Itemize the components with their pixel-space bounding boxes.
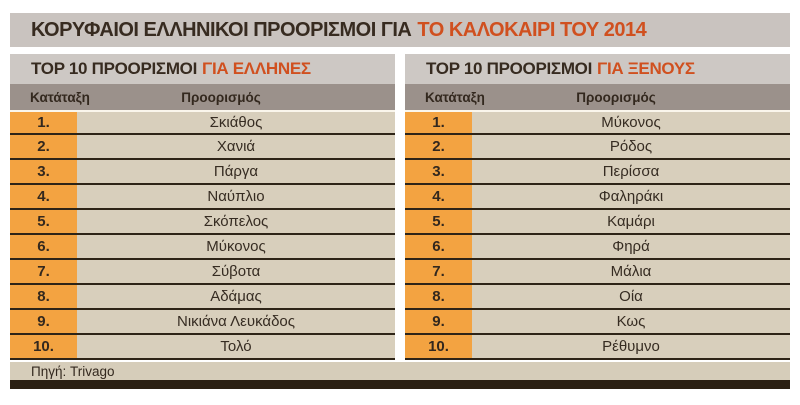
table-row: 6. Μύκονος xyxy=(10,235,395,260)
rank-cell: 5. xyxy=(10,210,77,233)
rank-cell: 2. xyxy=(10,135,77,158)
rank-cell: 4. xyxy=(10,185,77,208)
destination-cell: Μάλια xyxy=(472,260,790,283)
destination-cell: Νικιάνα Λευκάδος xyxy=(77,310,395,333)
main-title: ΚΟΡΥΦΑΙΟΙ ΕΛΛΗΝΙΚΟΙ ΠΡΟΟΡΙΣΜΟΙ ΓΙΑ xyxy=(31,18,412,41)
destination-cell: Ρόδος xyxy=(472,135,790,158)
rank-cell: 4. xyxy=(405,185,472,208)
destination-cell: Αδάμας xyxy=(77,285,395,308)
table-row: 5. Καμάρι xyxy=(405,210,790,235)
table-heading-greeks: TOP 10 ΠΡΟΟΡΙΣΜΟΙ ΓΙΑ ΕΛΛΗΝΕΣ xyxy=(10,54,395,84)
destination-column-header: Προορισμός xyxy=(181,89,261,105)
column-header-row: Κατάταξη Προορισμός xyxy=(10,84,395,110)
table-row: 6. Φηρά xyxy=(405,235,790,260)
table-body: 1. Σκιάθος 2. Χανιά 3. Πάργα 4. Ναύπλιο … xyxy=(10,110,395,360)
rank-cell: 8. xyxy=(10,285,77,308)
destination-cell: Χανιά xyxy=(77,135,395,158)
table-row: 10. Τολό xyxy=(10,335,395,360)
rank-cell: 10. xyxy=(405,335,472,358)
table-row: 4. Ναύπλιο xyxy=(10,185,395,210)
rank-cell: 1. xyxy=(405,112,472,133)
table-body: 1. Μύκονος 2. Ρόδος 3. Περίσσα 4. Φαληρά… xyxy=(405,110,790,360)
destination-cell: Πάργα xyxy=(77,160,395,183)
table-row: 1. Μύκονος xyxy=(405,110,790,135)
table-row: 1. Σκιάθος xyxy=(10,110,395,135)
table-heading-accent: ΓΙΑ ΕΛΛΗΝΕΣ xyxy=(202,59,311,78)
destination-cell: Τολό xyxy=(77,335,395,358)
table-heading-foreigners: TOP 10 ΠΡΟΟΡΙΣΜΟΙ ΓΙΑ ΞΕΝΟΥΣ xyxy=(405,54,790,84)
rank-cell: 1. xyxy=(10,112,77,133)
tables-container: TOP 10 ΠΡΟΟΡΙΣΜΟΙ ΓΙΑ ΕΛΛΗΝΕΣ Κατάταξη Π… xyxy=(10,54,790,360)
table-destinations-for-foreigners: TOP 10 ΠΡΟΟΡΙΣΜΟΙ ΓΙΑ ΞΕΝΟΥΣ Κατάταξη Πρ… xyxy=(405,54,790,360)
table-row: 5. Σκόπελος xyxy=(10,210,395,235)
rank-column-header: Κατάταξη xyxy=(425,89,485,105)
destination-cell: Σύβοτα xyxy=(77,260,395,283)
table-row: 3. Περίσσα xyxy=(405,160,790,185)
rank-cell: 2. xyxy=(405,135,472,158)
table-heading-main: TOP 10 ΠΡΟΟΡΙΣΜΟΙ xyxy=(31,59,198,78)
destination-cell: Μύκονος xyxy=(472,112,790,133)
table-row: 3. Πάργα xyxy=(10,160,395,185)
rank-cell: 9. xyxy=(405,310,472,333)
bottom-bar xyxy=(10,380,790,389)
table-row: 8. Οία xyxy=(405,285,790,310)
destination-cell: Φαληράκι xyxy=(472,185,790,208)
table-row: 8. Αδάμας xyxy=(10,285,395,310)
rank-cell: 5. xyxy=(405,210,472,233)
table-row: 7. Σύβοτα xyxy=(10,260,395,285)
infographic: ΚΟΡΥΦΑΙΟΙ ΕΛΛΗΝΙΚΟΙ ΠΡΟΟΡΙΣΜΟΙ ΓΙΑ ΤΟ ΚΑ… xyxy=(10,13,790,389)
table-row: 2. Ρόδος xyxy=(405,135,790,160)
main-title-accent: ΤΟ ΚΑΛΟΚΑΙΡΙ ΤΟΥ 2014 xyxy=(417,18,647,41)
destination-cell: Καμάρι xyxy=(472,210,790,233)
destination-cell: Σκόπελος xyxy=(77,210,395,233)
destination-cell: Κως xyxy=(472,310,790,333)
destination-cell: Περίσσα xyxy=(472,160,790,183)
rank-column-header: Κατάταξη xyxy=(30,89,90,105)
destination-cell: Ναύπλιο xyxy=(77,185,395,208)
column-header-row: Κατάταξη Προορισμός xyxy=(405,84,790,110)
table-row: 9. Κως xyxy=(405,310,790,335)
rank-cell: 3. xyxy=(10,160,77,183)
rank-cell: 9. xyxy=(10,310,77,333)
rank-cell: 3. xyxy=(405,160,472,183)
destination-cell: Μύκονος xyxy=(77,235,395,258)
source-strip: Πηγή: Trivago xyxy=(10,362,790,380)
table-destinations-for-greeks: TOP 10 ΠΡΟΟΡΙΣΜΟΙ ΓΙΑ ΕΛΛΗΝΕΣ Κατάταξη Π… xyxy=(10,54,395,360)
destination-cell: Ρέθυμνο xyxy=(472,335,790,358)
destination-column-header: Προορισμός xyxy=(576,89,656,105)
table-row: 2. Χανιά xyxy=(10,135,395,160)
destination-cell: Οία xyxy=(472,285,790,308)
rank-cell: 6. xyxy=(405,235,472,258)
destination-cell: Φηρά xyxy=(472,235,790,258)
rank-cell: 7. xyxy=(405,260,472,283)
rank-cell: 7. xyxy=(10,260,77,283)
table-heading-main: TOP 10 ΠΡΟΟΡΙΣΜΟΙ xyxy=(426,59,593,78)
destination-cell: Σκιάθος xyxy=(77,112,395,133)
main-title-bar: ΚΟΡΥΦΑΙΟΙ ΕΛΛΗΝΙΚΟΙ ΠΡΟΟΡΙΣΜΟΙ ΓΙΑ ΤΟ ΚΑ… xyxy=(10,13,790,47)
rank-cell: 6. xyxy=(10,235,77,258)
table-row: 10. Ρέθυμνο xyxy=(405,335,790,360)
table-row: 9. Νικιάνα Λευκάδος xyxy=(10,310,395,335)
rank-cell: 10. xyxy=(10,335,77,358)
table-row: 4. Φαληράκι xyxy=(405,185,790,210)
source-label: Πηγή: Trivago xyxy=(31,363,115,379)
table-row: 7. Μάλια xyxy=(405,260,790,285)
rank-cell: 8. xyxy=(405,285,472,308)
table-heading-accent: ΓΙΑ ΞΕΝΟΥΣ xyxy=(597,59,695,78)
